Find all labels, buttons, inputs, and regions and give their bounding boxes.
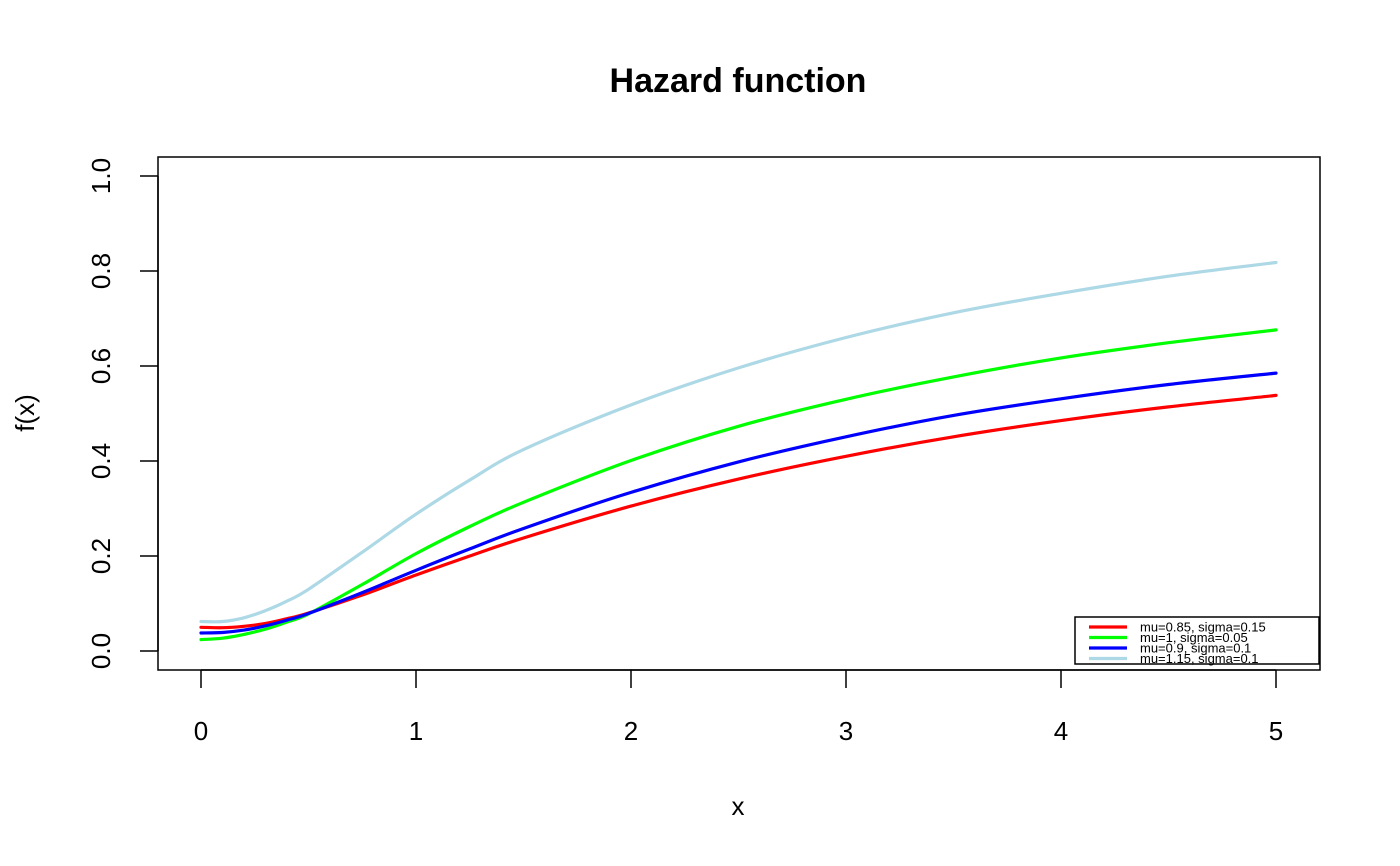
legend-label: mu=0.85, sigma=0.15	[1140, 620, 1266, 635]
x-axis-label: x	[732, 791, 745, 821]
series-line-3	[199, 371, 1278, 635]
legend-label: mu=1.15, sigma=0.1	[1140, 651, 1259, 666]
y-tick-label: 0.4	[86, 443, 116, 479]
x-tick-label: 5	[1269, 716, 1283, 746]
y-tick-label: 0.0	[86, 633, 116, 669]
series-line-2	[199, 328, 1278, 642]
x-tick-label: 1	[409, 716, 423, 746]
x-axis: 0 1 2 3 4 5	[194, 669, 1283, 746]
x-tick-label: 3	[839, 716, 853, 746]
series-line-4	[199, 260, 1278, 624]
legend-box	[1074, 616, 1320, 665]
x-tick-label: 2	[624, 716, 638, 746]
y-tick-label: 0.8	[86, 253, 116, 289]
legend-label: mu=0.9, sigma=0.1	[1140, 641, 1251, 656]
chart-title: Hazard function	[610, 62, 867, 100]
series-line-1	[199, 393, 1278, 630]
y-axis-label: f(x)	[10, 394, 40, 432]
x-tick-label: 0	[194, 716, 208, 746]
series-lines	[199, 260, 1278, 642]
y-tick-label: 1.0	[86, 158, 116, 194]
y-tick-label: 0.2	[86, 538, 116, 574]
x-tick-label: 4	[1054, 716, 1068, 746]
y-tick-label: 0.6	[86, 348, 116, 384]
legend-label: mu=1, sigma=0.05	[1140, 630, 1248, 645]
y-axis: 0.0 0.2 0.4 0.6 0.8 1.0	[86, 158, 159, 669]
plot-area-frame	[157, 156, 1321, 671]
